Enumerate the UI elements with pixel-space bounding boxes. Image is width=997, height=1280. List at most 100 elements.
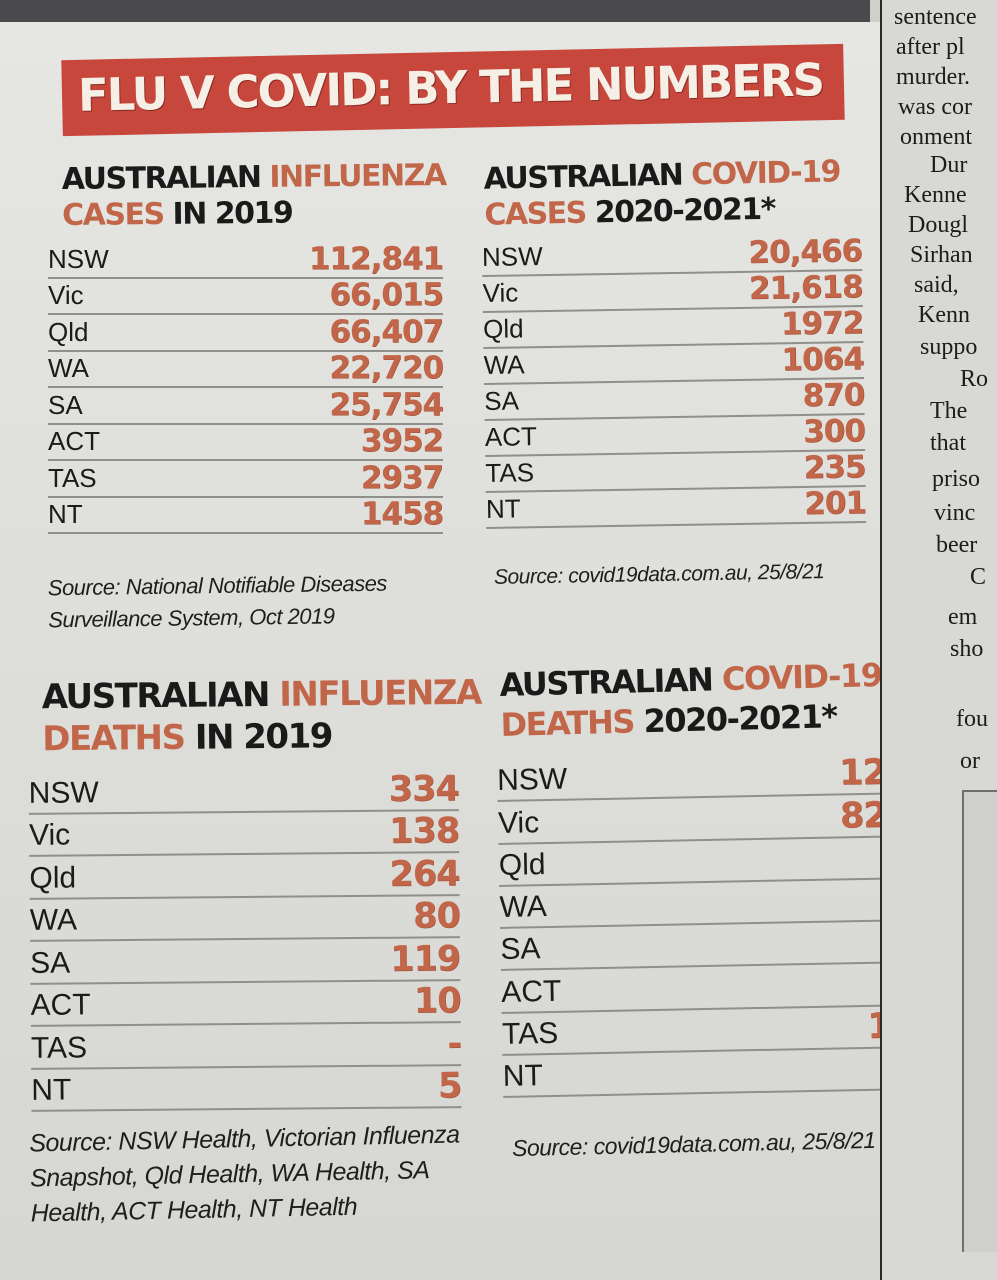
- heading-highlight: CASES: [62, 196, 164, 234]
- article-text-line: em: [948, 604, 978, 630]
- heading-highlight: DEATHS: [42, 717, 185, 760]
- state-label: Qld: [498, 847, 546, 882]
- state-label: Vic: [28, 818, 71, 852]
- state-label: ACT: [500, 974, 562, 1009]
- table-row: Qld 264: [29, 853, 460, 900]
- state-value: 119: [389, 938, 461, 980]
- state-value: 1972: [780, 305, 864, 343]
- article-text-line: Dougl: [908, 212, 968, 238]
- covid-deaths-source: Source: covid19data.com.au, 25/8/21: [511, 1126, 876, 1162]
- state-label: TAS: [48, 462, 97, 493]
- table-row: Vic 66,015: [48, 277, 444, 315]
- heading-highlight: INFLUENZA: [269, 157, 446, 195]
- article-text-line: that: [930, 430, 966, 456]
- heading-highlight: INFLUENZA: [279, 672, 482, 715]
- state-label: Vic: [48, 280, 84, 310]
- state-label: Vic: [497, 805, 540, 840]
- table-row: SA 119: [30, 938, 461, 985]
- adjacent-article-column: sentence after pl murder. was cor onment Dur K…: [880, 0, 997, 1280]
- covid-cases-table: NSW 20,466 Vic 21,618 Qld 1972 WA 1064 SA 870 ACT 3…: [481, 233, 867, 529]
- state-label: SA: [484, 385, 520, 416]
- state-label: SA: [500, 932, 541, 967]
- state-value: 112,841: [308, 240, 444, 277]
- heading-highlight: COVID-19: [721, 656, 882, 699]
- headline-title: FLU V COVID: BY THE NUMBERS: [77, 53, 824, 122]
- state-value: 66,407: [329, 313, 444, 350]
- state-label: TAS: [30, 1030, 88, 1065]
- flu-deaths-table: NSW 334 Vic 138 Qld 264 WA 80 SA 119 ACT 10 TAS - NT 5: [28, 768, 462, 1112]
- covid-cases-source: Source: covid19data.com.au, 25/8/21: [493, 560, 825, 589]
- article-text-line: vinc: [934, 500, 976, 526]
- article-text-line: was cor: [898, 94, 972, 120]
- state-label: WA: [499, 890, 548, 925]
- table-row: TAS -: [30, 1023, 462, 1070]
- state-label: ACT: [48, 426, 100, 456]
- state-value: 22,720: [329, 350, 444, 386]
- state-label: Qld: [482, 313, 524, 344]
- state-value: 334: [388, 768, 459, 810]
- state-label: Qld: [29, 860, 77, 895]
- adjacent-box: [962, 790, 997, 1252]
- article-text-line: sho: [950, 636, 984, 662]
- heading-text: AUSTRALIAN: [61, 159, 270, 198]
- covid-cases-panel: AUSTRALIAN COVID-19 CASES 2020-2021* NSW…: [481, 154, 874, 598]
- state-value: -: [447, 1023, 462, 1064]
- state-value: 201: [803, 485, 867, 522]
- state-value: 25,754: [329, 386, 444, 423]
- article-text-line: Ro: [960, 366, 989, 392]
- state-label: NSW: [28, 775, 99, 810]
- heading-text: 2020-2021*: [585, 191, 776, 231]
- state-label: TAS: [485, 457, 535, 488]
- table-row: Vic 138: [28, 810, 460, 857]
- state-label: NSW: [496, 762, 568, 798]
- flu-cases-panel: AUSTRALIAN INFLUENZA CASES IN 2019 NSW 11…: [47, 157, 453, 640]
- state-value: 1458: [360, 496, 444, 532]
- flu-cases-source: Source: National Notifiable Diseases Sur…: [47, 570, 388, 633]
- table-row: WA 80: [29, 895, 460, 942]
- table-row: ACT 10: [30, 980, 461, 1027]
- table-row: NT 5: [31, 1065, 462, 1112]
- state-label: Vic: [482, 277, 519, 308]
- heading-text: IN 2019: [163, 195, 293, 232]
- heading-text: 2020-2021*: [633, 697, 838, 741]
- state-label: NT: [48, 499, 83, 529]
- state-label: NT: [502, 1059, 544, 1094]
- state-label: Qld: [48, 316, 89, 347]
- table-row: TAS 2937: [48, 459, 444, 498]
- table-row: NSW 112,841: [48, 240, 444, 279]
- covid-cases-heading: AUSTRALIAN COVID-19 CASES 2020-2021*: [483, 154, 841, 233]
- flu-deaths-panel: AUSTRALIAN INFLUENZA DEATHS IN 2019 NSW 3…: [28, 670, 481, 1260]
- flu-deaths-source: Source: NSW Health, Victorian Influenza …: [29, 1120, 460, 1228]
- heading-highlight: COVID-19: [690, 154, 841, 193]
- article-text-line: after pl: [896, 34, 965, 60]
- state-value: 80: [412, 896, 460, 937]
- article-text-line: murder.: [896, 64, 970, 90]
- article-text-line: The: [930, 398, 968, 424]
- state-value: 300: [802, 413, 866, 450]
- table-row: SA 25,754: [48, 386, 444, 425]
- table-row: NT 1458: [48, 496, 444, 534]
- heading-highlight: DEATHS: [500, 702, 635, 744]
- table-row: Qld 66,407: [48, 313, 444, 352]
- state-value: 10: [413, 981, 461, 1022]
- state-label: NSW: [481, 241, 543, 272]
- state-label: TAS: [501, 1016, 559, 1052]
- state-value: 870: [802, 377, 865, 414]
- state-label: ACT: [484, 421, 538, 452]
- flu-deaths-heading: AUSTRALIAN INFLUENZA DEATHS IN 2019: [42, 672, 482, 761]
- article-text-line: suppo: [920, 334, 978, 360]
- state-value: 66,015: [329, 277, 444, 313]
- article-text-line: fou: [956, 706, 988, 732]
- state-value: 20,466: [748, 233, 863, 271]
- table-row: NT 201: [485, 485, 867, 529]
- covid-deaths-panel: AUSTRALIAN COVID-19 DEATHS 2020-2021* NS…: [496, 656, 925, 1180]
- state-value: 138: [388, 811, 460, 852]
- state-label: NT: [485, 493, 521, 524]
- heading-text: AUSTRALIAN: [483, 157, 692, 197]
- article-text-line: Kenn: [918, 302, 970, 328]
- state-label: NSW: [48, 243, 109, 274]
- article-text-line: priso: [932, 466, 980, 492]
- state-value: 2937: [360, 459, 444, 496]
- newspaper-page: [0, 22, 880, 1280]
- article-text-line: Sirhan: [910, 242, 973, 268]
